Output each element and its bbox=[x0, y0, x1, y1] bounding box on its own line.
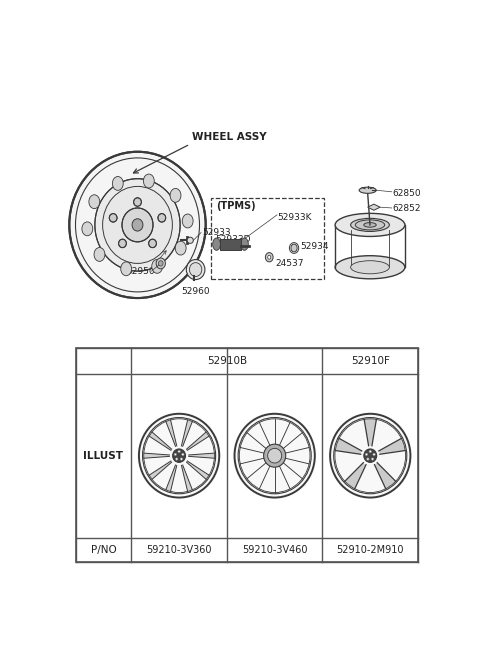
Ellipse shape bbox=[291, 244, 297, 252]
Ellipse shape bbox=[122, 208, 153, 242]
Ellipse shape bbox=[233, 412, 316, 499]
Polygon shape bbox=[364, 419, 376, 446]
Polygon shape bbox=[345, 462, 366, 489]
Text: 59210-3V460: 59210-3V460 bbox=[242, 545, 307, 555]
Circle shape bbox=[176, 458, 178, 460]
Text: 52933: 52933 bbox=[203, 228, 231, 237]
Polygon shape bbox=[189, 453, 215, 458]
Ellipse shape bbox=[350, 261, 389, 274]
Ellipse shape bbox=[182, 214, 193, 228]
Polygon shape bbox=[149, 432, 172, 451]
Circle shape bbox=[372, 458, 374, 460]
Ellipse shape bbox=[264, 444, 286, 467]
Text: 52933D: 52933D bbox=[215, 235, 251, 244]
Bar bbox=[220, 239, 241, 250]
Ellipse shape bbox=[69, 152, 206, 298]
Text: 52934: 52934 bbox=[300, 242, 329, 251]
Polygon shape bbox=[186, 432, 209, 451]
Ellipse shape bbox=[95, 179, 180, 271]
Circle shape bbox=[187, 237, 193, 244]
Ellipse shape bbox=[156, 258, 166, 269]
Ellipse shape bbox=[133, 198, 142, 206]
Text: WHEEL ASSY: WHEEL ASSY bbox=[192, 132, 266, 141]
Ellipse shape bbox=[158, 261, 163, 266]
Ellipse shape bbox=[265, 253, 273, 262]
Ellipse shape bbox=[359, 187, 376, 193]
Polygon shape bbox=[166, 420, 177, 446]
Ellipse shape bbox=[132, 219, 143, 231]
Polygon shape bbox=[181, 420, 192, 446]
Polygon shape bbox=[186, 461, 209, 479]
Ellipse shape bbox=[94, 248, 105, 261]
Ellipse shape bbox=[350, 218, 389, 231]
Ellipse shape bbox=[112, 176, 123, 191]
Bar bbox=[75, 348, 418, 562]
Text: 62850: 62850 bbox=[393, 189, 421, 198]
Ellipse shape bbox=[158, 214, 166, 222]
Ellipse shape bbox=[335, 255, 405, 279]
Text: 52933K: 52933K bbox=[277, 214, 312, 222]
Ellipse shape bbox=[213, 238, 220, 250]
Text: 52910-2M910: 52910-2M910 bbox=[336, 545, 404, 555]
Bar bbox=[211, 198, 324, 279]
Circle shape bbox=[178, 451, 180, 453]
Ellipse shape bbox=[109, 214, 117, 222]
Ellipse shape bbox=[149, 239, 156, 248]
Ellipse shape bbox=[329, 412, 412, 499]
Ellipse shape bbox=[175, 241, 186, 255]
Text: 62852: 62852 bbox=[393, 204, 421, 214]
Polygon shape bbox=[166, 465, 177, 491]
Circle shape bbox=[367, 458, 369, 460]
Circle shape bbox=[369, 451, 372, 453]
Ellipse shape bbox=[137, 412, 221, 499]
Circle shape bbox=[182, 453, 184, 455]
Ellipse shape bbox=[364, 449, 377, 462]
Ellipse shape bbox=[152, 259, 163, 273]
Text: 59210-3V360: 59210-3V360 bbox=[146, 545, 212, 555]
Polygon shape bbox=[374, 462, 396, 489]
Polygon shape bbox=[335, 438, 362, 455]
Ellipse shape bbox=[103, 187, 172, 263]
Polygon shape bbox=[181, 465, 192, 491]
Polygon shape bbox=[149, 461, 172, 479]
Polygon shape bbox=[379, 438, 405, 455]
Circle shape bbox=[174, 453, 177, 455]
Ellipse shape bbox=[364, 223, 376, 227]
Ellipse shape bbox=[268, 448, 282, 463]
Text: (TPMS): (TPMS) bbox=[216, 201, 255, 211]
Text: 24537: 24537 bbox=[276, 259, 304, 268]
Text: 52960: 52960 bbox=[181, 286, 210, 295]
Text: ILLUST: ILLUST bbox=[84, 451, 123, 460]
Circle shape bbox=[180, 458, 182, 460]
Ellipse shape bbox=[144, 174, 154, 188]
Ellipse shape bbox=[240, 238, 248, 250]
Ellipse shape bbox=[173, 449, 185, 462]
Ellipse shape bbox=[355, 220, 385, 230]
Ellipse shape bbox=[121, 262, 132, 276]
Polygon shape bbox=[368, 204, 380, 210]
Ellipse shape bbox=[170, 189, 181, 202]
Ellipse shape bbox=[119, 239, 126, 248]
Polygon shape bbox=[144, 453, 169, 458]
Circle shape bbox=[373, 453, 375, 455]
Ellipse shape bbox=[268, 255, 271, 259]
Ellipse shape bbox=[89, 195, 100, 209]
Ellipse shape bbox=[186, 259, 205, 280]
Text: P/NO: P/NO bbox=[91, 545, 116, 555]
Text: 52910F: 52910F bbox=[351, 356, 390, 366]
Ellipse shape bbox=[335, 214, 405, 236]
Text: 52950: 52950 bbox=[126, 267, 155, 276]
Ellipse shape bbox=[190, 263, 202, 276]
Text: 52910B: 52910B bbox=[207, 356, 247, 366]
Ellipse shape bbox=[82, 222, 93, 236]
Circle shape bbox=[365, 453, 368, 455]
